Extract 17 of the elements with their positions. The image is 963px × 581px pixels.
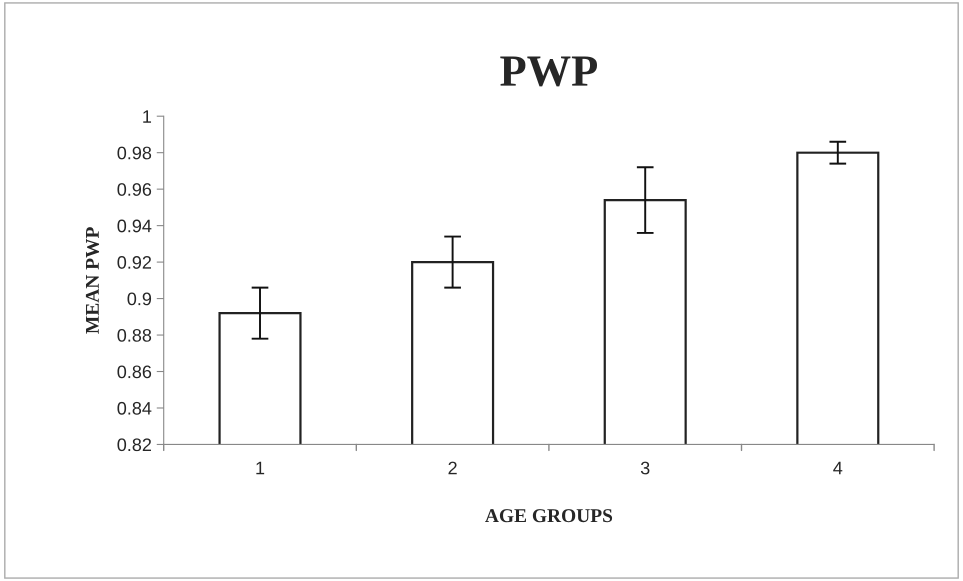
x-axis-title: AGE GROUPS [485,509,612,522]
y-tick-label: 0.98 [117,146,152,160]
y-axis-title: MEAN PWP [86,227,100,334]
x-tick-label: 1 [256,462,264,474]
y-tick-label: 1 [143,110,152,123]
y-tick-label: 0.84 [117,402,152,415]
y-tick-label: 0.86 [117,365,152,378]
y-tick-label: 0.96 [117,183,152,196]
y-tick-label: 0.94 [117,220,152,232]
x-tick-label: 3 [640,462,650,474]
y-tick-label: 0.92 [117,256,151,269]
y-tick-label: 0.88 [117,328,152,342]
y-tick-label: 0.82 [117,438,151,452]
y-tick-label: 0.9 [128,292,152,306]
x-tick-label: 4 [833,462,842,474]
x-tick-label: 2 [448,462,457,474]
chart-title: PWP [500,56,598,86]
